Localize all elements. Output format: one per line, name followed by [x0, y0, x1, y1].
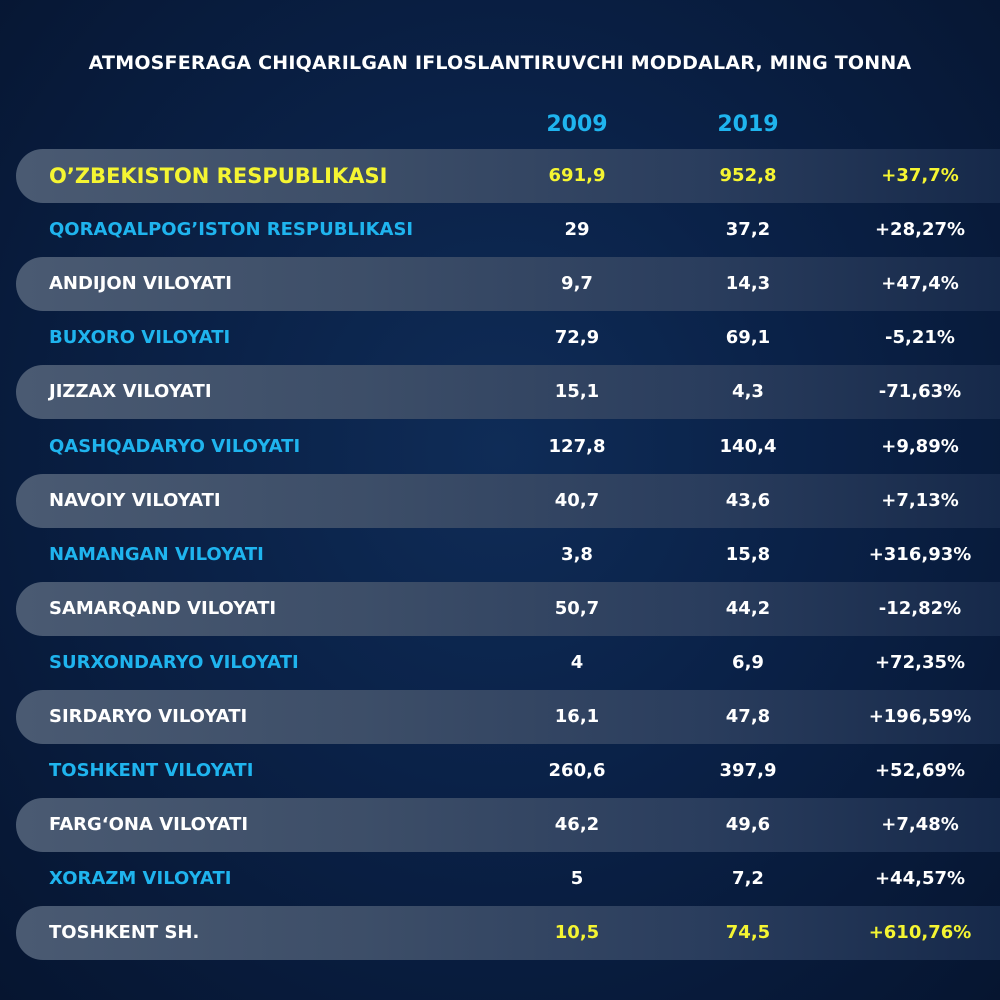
table-row: SIRDARYO VILOYATI 16,1 47,8 +196,59% [16, 690, 1000, 744]
change-percent: +610,76% [868, 922, 972, 944]
row-name: FARG‘ONA VILOYATI [49, 814, 249, 836]
value-2009: 46,2 [554, 814, 600, 836]
value-2009: 10,5 [554, 922, 600, 944]
change-percent: +196,59% [868, 706, 972, 727]
value-2019: 14,3 [725, 273, 771, 295]
row-name: O’ZBEKISTON RESPUBLIKASI [49, 164, 388, 188]
value-2009: 29 [564, 219, 590, 241]
value-2019: 397,9 [719, 760, 777, 782]
change-percent: +37,7% [881, 165, 959, 186]
table-row: BUXORO VILOYATI 72,9 69,1 -5,21% [16, 311, 1000, 365]
value-2019: 74,5 [725, 922, 771, 944]
value-2019: 69,1 [725, 327, 771, 349]
value-2009: 15,1 [554, 381, 600, 403]
value-2009: 9,7 [561, 273, 593, 295]
row-name: SAMARQAND VILOYATI [49, 597, 277, 619]
row-name: XORAZM VILOYATI [49, 868, 232, 890]
value-2019: 7,2 [732, 868, 764, 890]
table-row: XORAZM VILOYATI 5 7,2 +44,57% [16, 852, 1000, 906]
column-header-2009: 2009 [546, 112, 608, 137]
value-2009: 40,7 [554, 489, 600, 511]
value-2019: 952,8 [719, 165, 777, 186]
table-row: ANDIJON VILOYATI 9,7 14,3 +47,4% [16, 257, 1000, 312]
table-row: TOSHKENT SH. 10,5 74,5 +610,76% [16, 906, 1000, 961]
column-header-2019: 2019 [717, 112, 779, 137]
row-name: JIZZAX VILOYATI [49, 381, 212, 403]
table-row: O’ZBEKISTON RESPUBLIKASI 691,9 952,8 +37,7% [16, 149, 1000, 203]
row-name: BUXORO VILOYATI [49, 327, 231, 349]
table-row: QORAQALPOG’ISTON RESPUBLIKASI 29 37,2 +28,2… [16, 203, 1000, 257]
change-percent: -5,21% [885, 327, 955, 349]
value-2019: 43,6 [725, 489, 771, 511]
value-2009: 691,9 [548, 165, 606, 186]
row-name: TOSHKENT VILOYATI [49, 760, 254, 782]
row-name: QASHQADARYO VILOYATI [49, 435, 301, 457]
value-2009: 127,8 [548, 435, 606, 457]
value-2009: 50,7 [554, 597, 600, 619]
change-percent: -12,82% [878, 597, 962, 619]
value-2019: 140,4 [719, 435, 777, 457]
change-percent: +7,13% [881, 489, 959, 511]
table-row: SURXONDARYO VILOYATI 4 6,9 +72,35% [16, 636, 1000, 690]
change-percent: +47,4% [881, 273, 959, 295]
row-name: SIRDARYO VILOYATI [49, 706, 248, 727]
table-row: TOSHKENT VILOYATI 260,6 397,9 +52,69% [16, 744, 1000, 798]
row-name: SURXONDARYO VILOYATI [49, 651, 299, 673]
row-name: ANDIJON VILOYATI [49, 273, 232, 295]
row-name: TOSHKENT SH. [49, 922, 200, 944]
row-name: NAMANGAN VILOYATI [49, 543, 264, 565]
change-percent: +44,57% [874, 868, 966, 890]
change-percent: +52,69% [874, 760, 966, 782]
table-row: QASHQADARYO VILOYATI 127,8 140,4 +9,89% [16, 420, 1000, 474]
value-2009: 260,6 [548, 760, 606, 782]
value-2019: 47,8 [725, 706, 771, 727]
table-row: NAVOIY VILOYATI 40,7 43,6 +7,13% [16, 473, 1000, 528]
value-2009: 3,8 [561, 543, 593, 565]
value-2019: 15,8 [725, 543, 771, 565]
table-row: NAMANGAN VILOYATI 3,8 15,8 +316,93% [16, 528, 1000, 582]
value-2009: 16,1 [554, 706, 600, 727]
row-name: NAVOIY VILOYATI [49, 489, 221, 511]
value-2019: 37,2 [725, 219, 771, 241]
row-name: QORAQALPOG’ISTON RESPUBLIKASI [49, 219, 414, 241]
value-2019: 4,3 [732, 381, 764, 403]
change-percent: -71,63% [878, 381, 962, 403]
value-2019: 44,2 [725, 597, 771, 619]
table-row: SAMARQAND VILOYATI 50,7 44,2 -12,82% [16, 581, 1000, 636]
value-2009: 5 [570, 868, 584, 890]
change-percent: +28,27% [874, 219, 966, 241]
table-row: FARG‘ONA VILOYATI 46,2 49,6 +7,48% [16, 798, 1000, 853]
table-title: ATMOSFERAGA CHIQARILGAN IFLOSLANTIRUVCHI… [88, 52, 912, 74]
value-2019: 6,9 [732, 651, 764, 673]
change-percent: +9,89% [881, 435, 959, 457]
change-percent: +316,93% [868, 543, 972, 565]
change-percent: +7,48% [881, 814, 959, 836]
value-2009: 4 [570, 651, 584, 673]
change-percent: +72,35% [874, 651, 966, 673]
value-2009: 72,9 [554, 327, 600, 349]
value-2019: 49,6 [725, 814, 771, 836]
table-row: JIZZAX VILOYATI 15,1 4,3 -71,63% [16, 365, 1000, 420]
